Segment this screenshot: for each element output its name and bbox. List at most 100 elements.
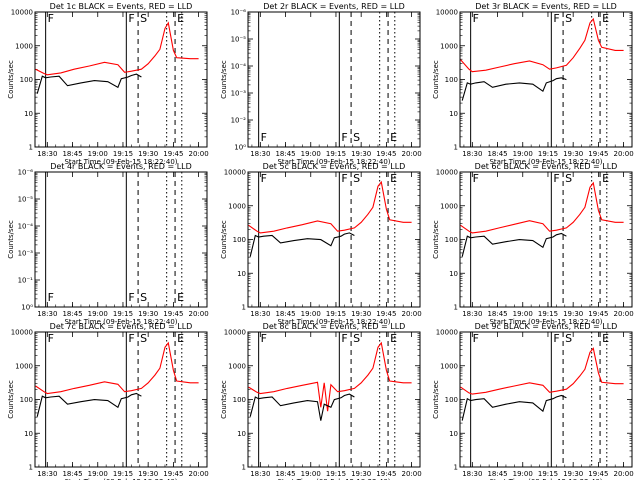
x-tick-label: 19:00 (513, 310, 533, 318)
x-tick-label: 19:00 (513, 150, 533, 158)
y-axis-label: Counts/sec (432, 220, 440, 259)
series-events-line (249, 232, 355, 257)
y-tick-label: 10⁰ (21, 304, 33, 312)
series-lld-line (460, 181, 624, 234)
y-tick-label: 1000 (15, 362, 33, 370)
marker-label: F (48, 12, 54, 25)
y-tick-label: 10⁻⁵ (18, 196, 34, 204)
panel-det-7: Det 7c BLACK = Events, RED = LLD 1 10 100 10… (7, 322, 209, 480)
x-tick-label: 19:30 (351, 150, 371, 158)
y-tick-label: 1000 (440, 202, 458, 210)
marker-label: F (553, 12, 559, 25)
plot-frame (247, 11, 421, 148)
marker-label: E (177, 291, 184, 304)
y-tick-label: 10 (449, 110, 458, 118)
x-tick-label: 18:45 (487, 470, 507, 478)
x-tick-label: 19:15 (113, 310, 133, 318)
x-tick-label: 19:45 (588, 150, 608, 158)
y-tick-label: 10 (449, 430, 458, 438)
x-tick-label: 18:30 (250, 310, 270, 318)
panel-title: Det 2r BLACK = Events, RED = LLD (263, 2, 405, 11)
y-axis-label: Counts/sec (432, 60, 440, 99)
y-tick-label: 10000 (224, 169, 246, 177)
x-tick-label: 19:45 (588, 310, 608, 318)
y-tick-label: 10000 (436, 9, 458, 17)
marker-label: F (261, 172, 267, 185)
series-lld-line (35, 341, 199, 395)
panel-det-1: Det 1c BLACK = Events, RED = LLD 1 10 100 10… (7, 2, 209, 166)
x-tick-label: 18:45 (62, 150, 82, 158)
panel-title: Det 3r BLACK = Events, RED = LLD (475, 2, 617, 11)
x-tick-label: 18:45 (62, 470, 82, 478)
y-tick-label: 10 (237, 430, 246, 438)
x-tick-label: 19:00 (301, 310, 321, 318)
marker-label: F (261, 131, 267, 144)
marker-label: F (261, 332, 267, 345)
x-tick-label: 20:00 (189, 150, 209, 158)
panel-det-8: Det 8c BLACK = Events, RED = LLD 1 10 100 10… (220, 322, 422, 480)
series-lld-line (248, 341, 412, 412)
y-tick-label: 100 (445, 236, 458, 244)
x-tick-label: 19:00 (301, 470, 321, 478)
x-axis-label: Start Time (09-Feb-15 18:22:40) (489, 318, 602, 326)
x-tick-label: 18:45 (62, 310, 82, 318)
marker-label: S (565, 12, 572, 25)
series-events-line (36, 392, 142, 417)
y-tick-label: 100 (20, 396, 33, 404)
y-tick-label: 10⁻³ (231, 90, 247, 98)
panel-det-3: Det 3r BLACK = Events, RED = LLD 1 10 100 10… (432, 2, 634, 166)
panel-det-2: Det 2r BLACK = Events, RED = LLD 10⁰ 10⁻² 1… (220, 2, 422, 166)
x-tick-label: 19:15 (538, 310, 558, 318)
marker-label: F (473, 12, 479, 25)
y-axis-label: Counts/sec (220, 220, 228, 259)
x-tick-label: 18:30 (37, 310, 57, 318)
marker-label: E (602, 332, 609, 345)
x-tick-label: 19:15 (326, 470, 346, 478)
series-lld-line (35, 21, 199, 76)
x-tick-label: 19:45 (163, 470, 183, 478)
panel-det-9: Det 9c BLACK = Events, RED = LLD 1 10 100 10… (432, 322, 634, 480)
x-tick-label: 19:00 (301, 150, 321, 158)
x-tick-label: 18:30 (462, 310, 482, 318)
x-tick-label: 18:45 (275, 310, 295, 318)
x-tick-label: 18:45 (487, 150, 507, 158)
x-tick-label: 19:30 (563, 470, 583, 478)
panel-det-6: Det 6c BLACK = Events, RED = LLD 1 10 100 10… (432, 162, 634, 326)
series-events-line (461, 394, 567, 421)
y-tick-label: 1 (242, 304, 246, 312)
marker-label: F (473, 172, 479, 185)
y-tick-label: 10⁻⁶ (18, 169, 34, 177)
x-tick-label: 18:45 (275, 470, 295, 478)
x-tick-label: 18:30 (462, 150, 482, 158)
y-tick-label: 10 (24, 430, 33, 438)
x-axis-label: Start Time (09-Feb-15 18:22:40) (489, 478, 602, 480)
x-tick-label: 19:45 (376, 310, 396, 318)
x-tick-label: 19:30 (138, 150, 158, 158)
x-axis-label: Start Time (09-Feb-15 18:22:40) (64, 318, 177, 326)
y-tick-label: 1000 (440, 362, 458, 370)
y-tick-label: 100 (445, 76, 458, 84)
marker-label: F (473, 332, 479, 345)
panel-title: Det 1c BLACK = Events, RED = LLD (50, 2, 193, 11)
series-events-line (461, 232, 567, 257)
y-axis-label: Counts/sec (7, 60, 15, 99)
y-axis-label: Counts/sec (220, 60, 228, 99)
x-axis-label: Start Time (09-Feb-15 18:22:40) (489, 158, 602, 166)
marker-label: F (48, 332, 54, 345)
y-tick-label: 10000 (224, 329, 246, 337)
plot-frame (459, 11, 633, 148)
x-axis-label: Start Time (09-Feb-15 18:22:40) (277, 478, 390, 480)
x-tick-label: 18:45 (275, 150, 295, 158)
marker-label: F (48, 291, 54, 304)
panel-title: Det 9c BLACK = Events, RED = LLD (475, 322, 618, 331)
series-lld-line (460, 347, 624, 395)
marker-label: F (128, 12, 134, 25)
x-tick-label: 19:00 (88, 150, 108, 158)
y-tick-label: 10000 (11, 329, 33, 337)
x-tick-label: 19:30 (351, 310, 371, 318)
x-tick-label: 19:45 (376, 470, 396, 478)
marker-label: E (390, 172, 397, 185)
y-tick-label: 1 (454, 464, 458, 472)
marker-label: F (128, 332, 134, 345)
